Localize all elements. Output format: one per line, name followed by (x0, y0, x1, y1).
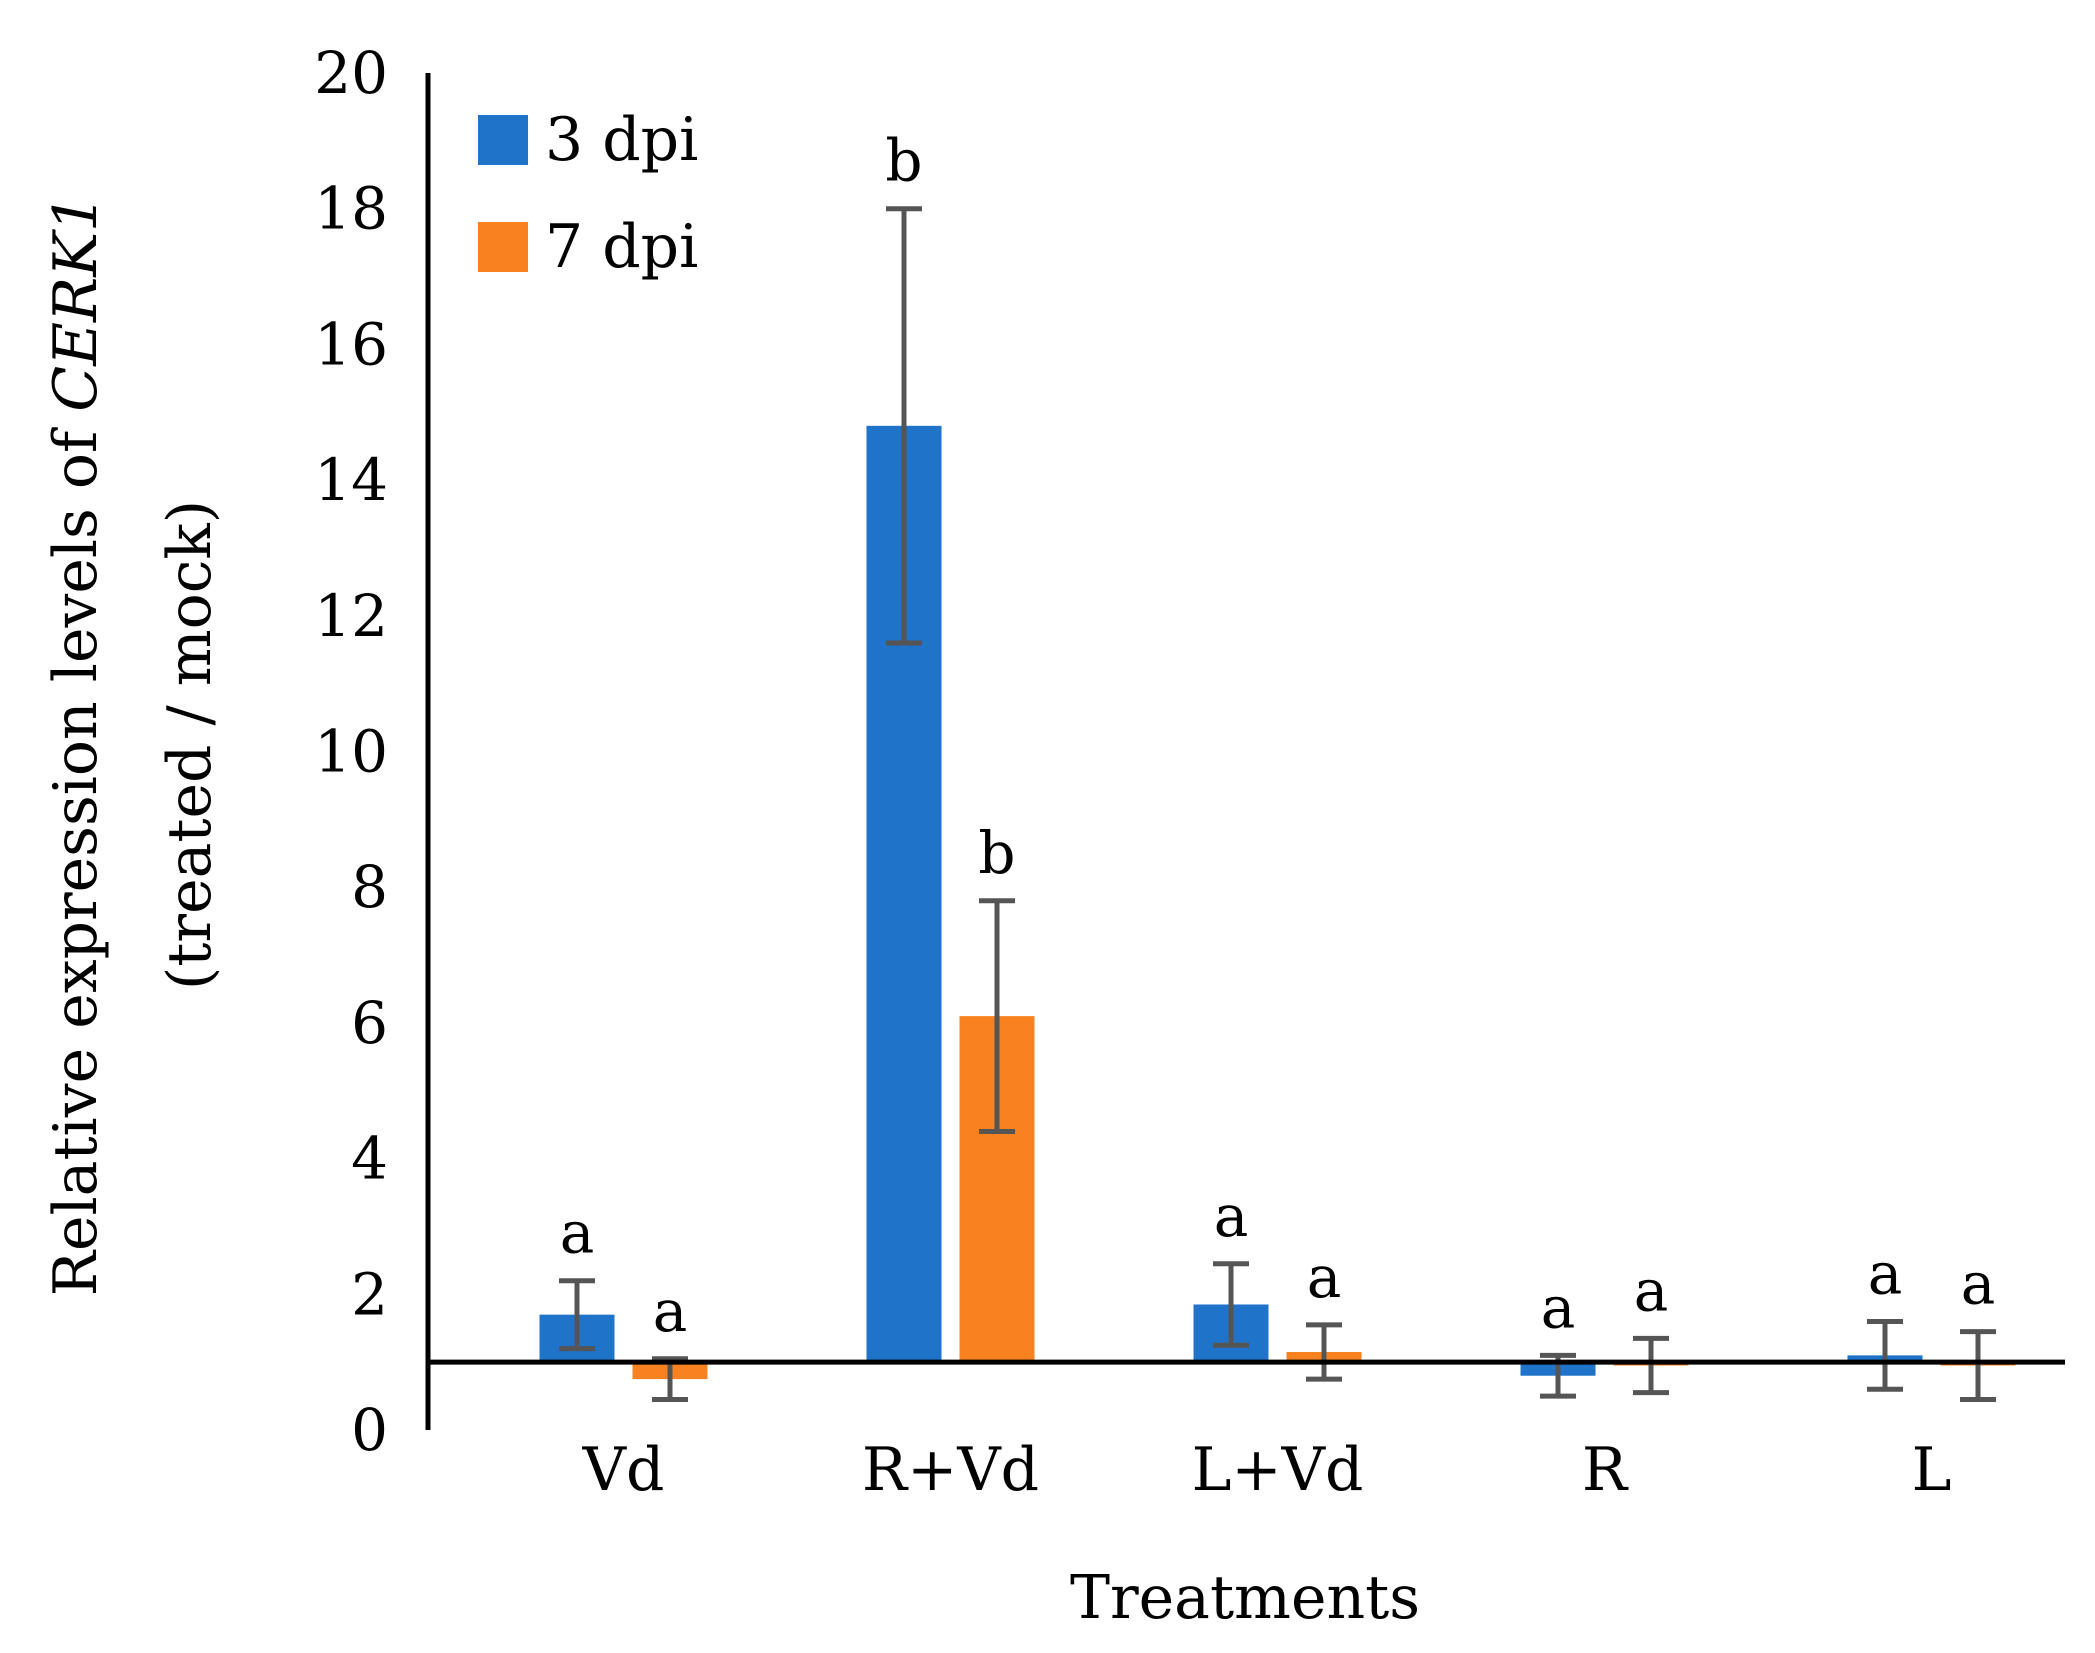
significance-label: a (1541, 1273, 1576, 1341)
y-tick-label: 12 (314, 582, 388, 650)
bars (539, 425, 2016, 1380)
y-tick-label: 8 (351, 853, 388, 921)
x-category-label: R+Vd (862, 1435, 1039, 1505)
legend-label-3dpi: 3 dpi (545, 105, 698, 175)
significance-label: b (978, 819, 1015, 887)
x-category-label: R (1582, 1435, 1629, 1505)
significance-label: a (1214, 1182, 1249, 1250)
y-tick-label: 14 (314, 446, 388, 514)
legend-swatch-3dpi (478, 115, 528, 165)
legend-label-7dpi: 7 dpi (545, 212, 698, 282)
y-tick-label: 20 (314, 39, 388, 107)
x-category-label: Vd (582, 1435, 665, 1505)
significance-label: a (1307, 1243, 1342, 1311)
y-tick-label: 6 (351, 989, 388, 1057)
y-axis-title-line2: (treated / mock) (155, 500, 225, 990)
error-bars (559, 206, 1996, 1402)
significance-label: a (560, 1199, 595, 1267)
y-axis-title-line1: Relative expression levels of CERK1 (41, 194, 111, 1296)
y-tick-label: 18 (314, 175, 388, 243)
y-tick-label: 4 (351, 1125, 388, 1193)
significance-label: b (885, 127, 922, 195)
x-axis-title: Treatments (1070, 1563, 1420, 1633)
significance-label: a (1868, 1239, 1903, 1307)
y-tick-label: 10 (314, 718, 388, 786)
significance-label: a (653, 1277, 688, 1345)
y-tick-label: 2 (351, 1260, 388, 1328)
x-category-label: L+Vd (1192, 1435, 1364, 1505)
y-axis-ticks: 0 2 4 6 8 10 12 14 16 18 20 (314, 39, 388, 1464)
x-axis-categories: Vd R+Vd L+Vd R L (582, 1435, 1952, 1505)
y-axis-title-2: (treated / mock) (155, 500, 225, 990)
x-category-label: L (1912, 1435, 1952, 1505)
y-tick-label: 16 (314, 310, 388, 378)
y-tick-label: 0 (351, 1396, 388, 1464)
y-axis-title: Relative expression levels of CERK1 (41, 194, 111, 1296)
legend: 3 dpi 7 dpi (478, 105, 698, 282)
significance-label: a (1634, 1256, 1669, 1324)
legend-swatch-7dpi (478, 222, 528, 272)
significance-label: a (1961, 1250, 1996, 1318)
